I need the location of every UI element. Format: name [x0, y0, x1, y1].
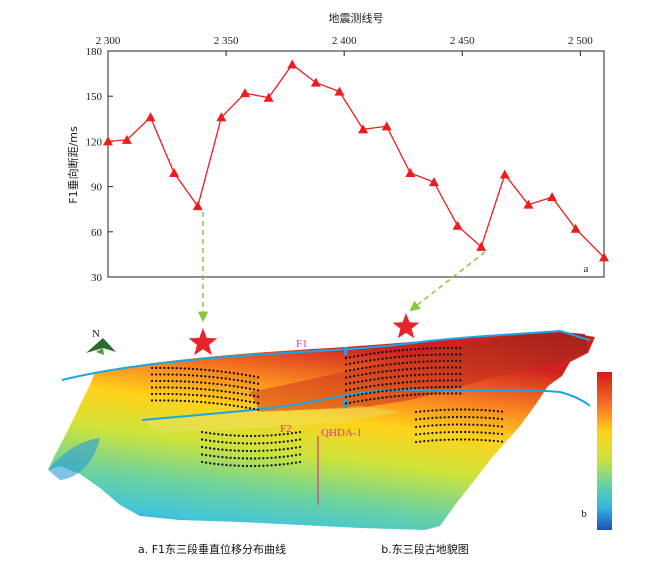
x-axis-title: 地震测线号 — [329, 11, 384, 25]
data-point — [103, 136, 113, 146]
dotted-clinoforms — [150, 346, 508, 468]
y-tick-label: 150 — [86, 91, 103, 103]
data-point — [452, 220, 463, 230]
data-point — [239, 88, 250, 98]
dotted-line — [414, 423, 508, 429]
dotted-line — [414, 408, 508, 414]
map-panel-b: F1 F2 QHDA-1 N b — [48, 313, 612, 530]
dotted-line — [344, 359, 464, 373]
dotted-line — [344, 353, 464, 366]
y-axis-title: F1垂向断距/ms — [66, 126, 80, 204]
north-label: N — [92, 328, 100, 340]
chart-panel-a: 地震测线号 F1垂向断距/ms 2 300 2 350 2 400 2 450 2 50… — [66, 11, 609, 284]
dotted-line — [200, 453, 302, 460]
data-point — [216, 112, 227, 122]
plot-frame — [107, 50, 605, 278]
dotted-line — [344, 346, 464, 360]
x-tick-label: 2 350 — [214, 35, 239, 47]
data-point — [334, 86, 345, 96]
dotted-line — [200, 438, 302, 445]
north-arrow-icon — [86, 338, 116, 353]
data-point — [169, 168, 180, 178]
data-point — [121, 134, 132, 144]
data-point — [499, 169, 510, 179]
dotted-line — [150, 366, 264, 380]
data-point — [310, 77, 321, 87]
dotted-line — [150, 373, 264, 386]
data-point — [381, 121, 392, 131]
fault-line-f1 — [61, 329, 591, 381]
dotted-line — [150, 399, 264, 412]
data-point — [547, 192, 558, 202]
data-point — [145, 112, 156, 122]
panel-label-a: a — [584, 263, 589, 275]
x-tick-label: 2 300 — [96, 35, 121, 47]
dotted-line — [200, 445, 302, 453]
data-point — [570, 223, 581, 233]
x-tick-label: 2 500 — [568, 35, 593, 47]
dotted-line — [150, 392, 264, 406]
dotted-line — [200, 460, 302, 468]
data-point — [263, 92, 274, 102]
y-tick-label: 90 — [91, 182, 103, 194]
data-point — [405, 168, 416, 178]
dotted-line — [344, 366, 464, 379]
star-marker-left — [188, 328, 218, 356]
well-label: QHDA-1 — [321, 427, 362, 439]
dotted-line — [150, 379, 264, 393]
y-tick-label: 180 — [86, 46, 103, 58]
dotted-line — [344, 392, 464, 405]
data-point — [599, 252, 609, 262]
x-ticks: 2 300 2 350 2 400 2 450 2 500 — [96, 35, 593, 56]
data-point — [358, 124, 369, 134]
terrain-shading — [140, 406, 400, 432]
fault-label-f1: F1 — [296, 338, 308, 350]
guide-arrow-right — [409, 251, 486, 312]
data-point — [287, 59, 298, 69]
star-marker-right — [392, 313, 420, 339]
dotted-line — [344, 372, 464, 386]
series-markers — [103, 59, 609, 262]
data-point — [476, 241, 487, 251]
fault-label-f2: F2 — [280, 423, 292, 435]
terrain-scarp — [250, 332, 588, 412]
fault-marker — [344, 347, 347, 355]
y-tick-label: 120 — [86, 136, 103, 148]
y-ticks: 180 150 120 90 60 30 — [86, 46, 113, 284]
y-tick-label: 60 — [91, 227, 103, 239]
caption-a: a. F1东三段垂直位移分布曲线 — [138, 542, 286, 556]
x-tick-label: 2 400 — [332, 35, 357, 47]
series-line — [107, 63, 605, 258]
data-point — [523, 199, 534, 209]
north-arrow: N — [86, 328, 116, 355]
color-scale-bar — [597, 372, 612, 530]
x-tick-label: 2 450 — [450, 35, 475, 47]
dotted-line — [200, 430, 302, 438]
dotted-line — [414, 438, 508, 444]
dotted-line — [414, 430, 508, 436]
fault-line-f2 — [141, 388, 591, 421]
dotted-line — [344, 379, 464, 392]
dotted-line — [414, 415, 508, 421]
dotted-line — [344, 385, 464, 399]
caption-b: b.东三段古地貌图 — [381, 542, 468, 556]
terrain-shading — [48, 438, 100, 480]
data-point — [428, 177, 439, 187]
y-tick-label: 30 — [91, 272, 103, 284]
panel-label-b: b — [581, 508, 587, 520]
dotted-line — [150, 386, 264, 399]
data-point — [192, 201, 203, 211]
